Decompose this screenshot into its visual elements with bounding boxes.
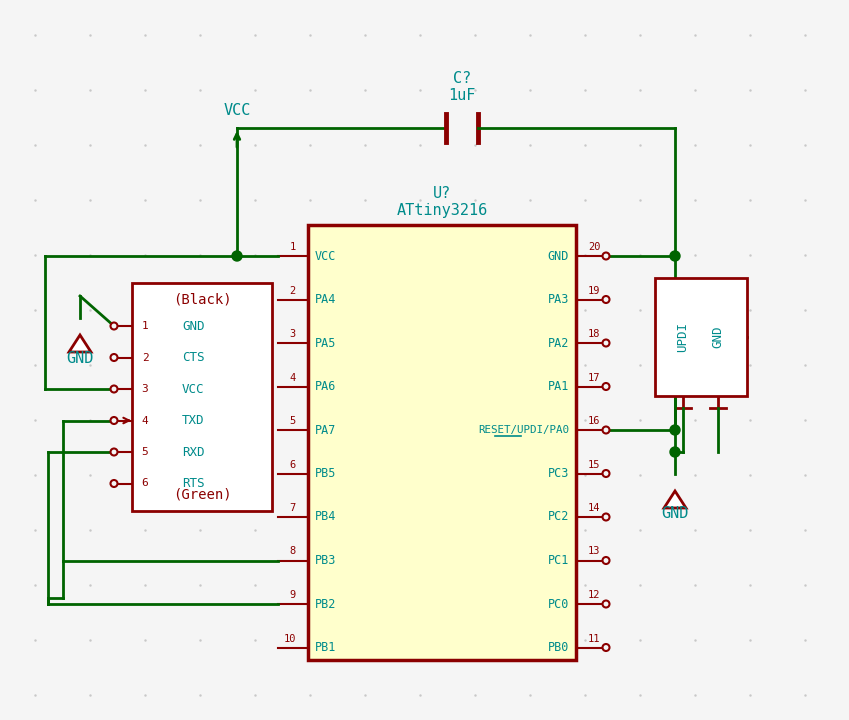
Text: 19: 19 xyxy=(588,286,600,295)
Text: U?: U? xyxy=(433,186,451,200)
Text: 15: 15 xyxy=(588,459,600,469)
Text: 4: 4 xyxy=(290,372,296,382)
Text: 13: 13 xyxy=(588,546,600,557)
Bar xyxy=(655,278,747,396)
Circle shape xyxy=(603,470,610,477)
Circle shape xyxy=(603,644,610,651)
Text: 3: 3 xyxy=(142,384,149,394)
Circle shape xyxy=(603,340,610,346)
Text: VCC: VCC xyxy=(315,250,336,263)
Text: GND: GND xyxy=(711,325,724,348)
Text: PC2: PC2 xyxy=(548,510,569,523)
Text: UPDI: UPDI xyxy=(677,322,689,352)
Circle shape xyxy=(603,253,610,259)
Text: 4: 4 xyxy=(142,415,149,426)
Text: VCC: VCC xyxy=(223,102,250,117)
Circle shape xyxy=(110,323,117,330)
Circle shape xyxy=(110,449,117,456)
Circle shape xyxy=(110,480,117,487)
Text: 6: 6 xyxy=(142,479,149,488)
Circle shape xyxy=(603,426,610,433)
Text: 2: 2 xyxy=(290,286,296,295)
Text: PA4: PA4 xyxy=(315,293,336,306)
Circle shape xyxy=(603,383,610,390)
Text: PA7: PA7 xyxy=(315,423,336,436)
Circle shape xyxy=(110,417,117,424)
Circle shape xyxy=(670,447,680,457)
Text: PA1: PA1 xyxy=(548,380,569,393)
Text: 3: 3 xyxy=(290,329,296,339)
Text: 8: 8 xyxy=(290,546,296,557)
Text: GND: GND xyxy=(661,506,689,521)
Polygon shape xyxy=(69,335,91,352)
Text: PB0: PB0 xyxy=(548,641,569,654)
Polygon shape xyxy=(664,491,686,508)
Text: PB4: PB4 xyxy=(315,510,336,523)
Text: 10: 10 xyxy=(284,634,296,644)
Circle shape xyxy=(603,557,610,564)
Text: 12: 12 xyxy=(588,590,600,600)
Text: 5: 5 xyxy=(290,416,296,426)
Text: 6: 6 xyxy=(290,459,296,469)
Text: RESET/UPDI/PA0: RESET/UPDI/PA0 xyxy=(478,425,569,435)
Text: GND: GND xyxy=(182,320,205,333)
Text: C?: C? xyxy=(453,71,471,86)
Text: GND: GND xyxy=(66,351,93,366)
Text: 9: 9 xyxy=(290,590,296,600)
Text: PB5: PB5 xyxy=(315,467,336,480)
Text: GND: GND xyxy=(548,250,569,263)
Text: PA3: PA3 xyxy=(548,293,569,306)
Text: 5: 5 xyxy=(142,447,149,457)
Text: PA2: PA2 xyxy=(548,336,569,349)
Circle shape xyxy=(603,600,610,608)
Text: PC0: PC0 xyxy=(548,598,569,611)
Text: PC3: PC3 xyxy=(548,467,569,480)
Text: PA5: PA5 xyxy=(315,336,336,349)
Text: 17: 17 xyxy=(588,372,600,382)
Circle shape xyxy=(670,251,680,261)
Text: 1uF: 1uF xyxy=(448,88,475,102)
Text: PB3: PB3 xyxy=(315,554,336,567)
Circle shape xyxy=(603,296,610,303)
Text: 18: 18 xyxy=(588,329,600,339)
Text: (Green): (Green) xyxy=(172,488,231,502)
Text: RTS: RTS xyxy=(182,477,205,490)
Text: PB1: PB1 xyxy=(315,641,336,654)
Text: VCC: VCC xyxy=(182,382,205,395)
Circle shape xyxy=(232,251,242,261)
Circle shape xyxy=(110,354,117,361)
Text: 7: 7 xyxy=(290,503,296,513)
Text: CTS: CTS xyxy=(182,351,205,364)
Circle shape xyxy=(670,425,680,435)
Text: 14: 14 xyxy=(588,503,600,513)
Text: PB2: PB2 xyxy=(315,598,336,611)
Text: PA6: PA6 xyxy=(315,380,336,393)
Text: 16: 16 xyxy=(588,416,600,426)
Text: 2: 2 xyxy=(142,353,149,362)
Bar xyxy=(132,283,272,511)
Circle shape xyxy=(603,513,610,521)
Text: TXD: TXD xyxy=(182,414,205,427)
Text: (Black): (Black) xyxy=(172,292,231,306)
Text: 1: 1 xyxy=(142,321,149,331)
Text: RXD: RXD xyxy=(182,446,205,459)
Text: PC1: PC1 xyxy=(548,554,569,567)
Text: 1: 1 xyxy=(290,242,296,252)
Text: 11: 11 xyxy=(588,634,600,644)
Circle shape xyxy=(110,385,117,392)
Text: ATtiny3216: ATtiny3216 xyxy=(396,202,487,217)
Bar xyxy=(308,225,576,660)
Text: 20: 20 xyxy=(588,242,600,252)
